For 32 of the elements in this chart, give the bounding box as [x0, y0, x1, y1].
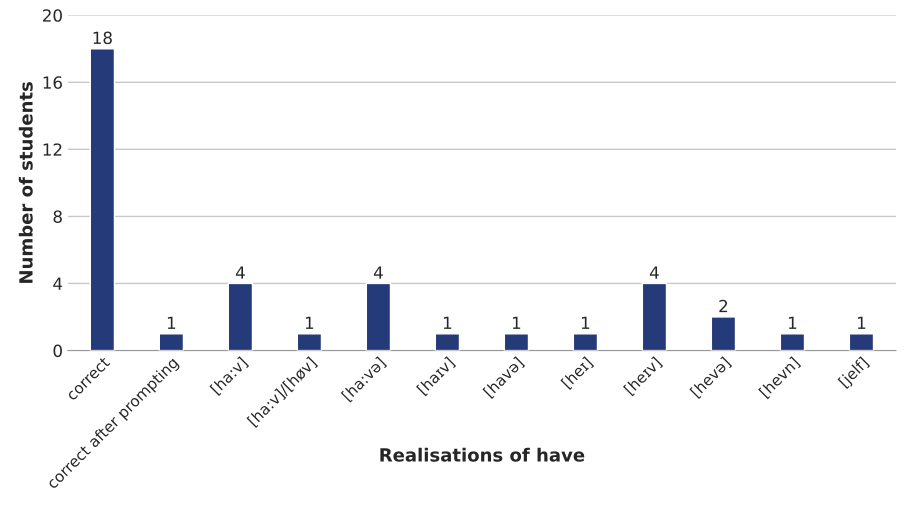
y-tick-label: 0	[54, 344, 62, 358]
data-label: 1	[306, 316, 314, 329]
bar	[366, 282, 392, 351]
data-label: 4	[236, 266, 245, 279]
y-tick-label: 12	[44, 143, 62, 156]
y-tick-label: 20	[43, 9, 62, 22]
bar	[504, 333, 530, 351]
y-axis-title: Number of students	[18, 82, 33, 283]
bar	[434, 333, 460, 351]
bar	[296, 333, 322, 351]
bar	[90, 48, 116, 351]
y-tick-label: 4	[53, 278, 62, 290]
bar	[572, 333, 598, 351]
bar	[158, 333, 184, 351]
data-label: 1	[444, 316, 452, 329]
data-label: 1	[168, 316, 176, 329]
data-label: 2	[719, 300, 728, 312]
data-label: 1	[582, 316, 590, 329]
data-label: 1	[788, 316, 796, 329]
y-tick-label: 8	[54, 210, 62, 223]
x-axis-title: Realisations of have	[380, 448, 584, 462]
y-tick-label: 16	[44, 76, 62, 89]
data-label: 1	[858, 316, 866, 329]
data-label: 18	[94, 32, 112, 44]
bar	[710, 316, 736, 351]
data-label: 4	[650, 266, 659, 279]
data-label: 1	[512, 316, 520, 329]
data-label: 4	[374, 266, 383, 279]
bar	[642, 282, 668, 351]
bar	[228, 282, 254, 351]
bar	[780, 333, 806, 351]
bar	[848, 333, 874, 351]
